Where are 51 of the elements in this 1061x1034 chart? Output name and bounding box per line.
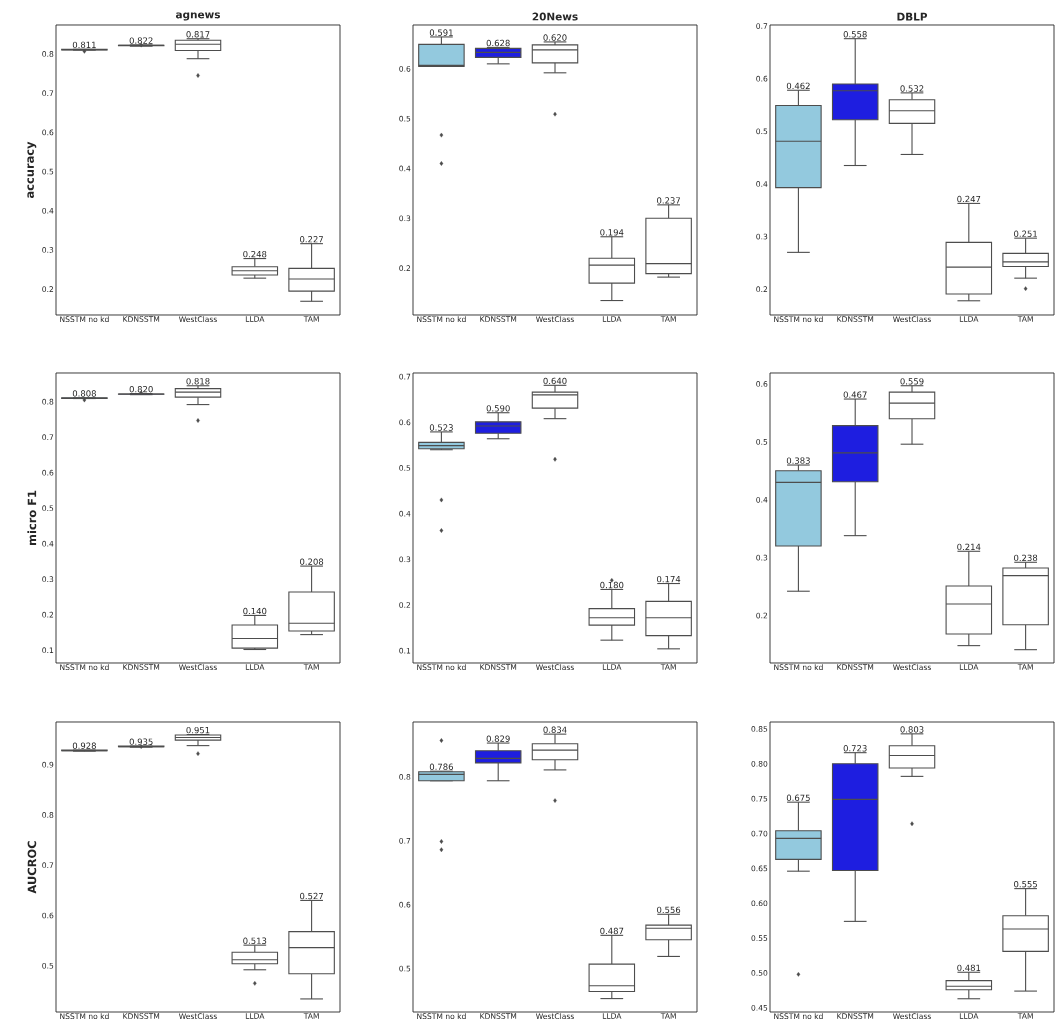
annotation: 0.481 bbox=[957, 964, 981, 972]
annotation: 0.723 bbox=[843, 745, 867, 752]
annotation: 0.811 bbox=[72, 41, 96, 49]
annotation: 0.180 bbox=[600, 581, 624, 589]
annotation: 0.817 bbox=[186, 31, 210, 38]
annotation: 0.237 bbox=[657, 197, 681, 204]
annotation: 0.558 bbox=[843, 31, 867, 38]
annotation: 0.556 bbox=[657, 906, 681, 914]
annotation: 0.140 bbox=[243, 607, 267, 615]
annotation: 0.555 bbox=[1014, 881, 1037, 888]
annotation: 0.248 bbox=[243, 250, 267, 258]
annotation: 0.786 bbox=[429, 763, 453, 770]
annotation: 0.803 bbox=[900, 726, 924, 733]
annotation: 0.532 bbox=[900, 85, 924, 92]
annotation: 0.818 bbox=[186, 378, 210, 385]
annotation: 0.174 bbox=[657, 575, 681, 583]
annotation: 0.194 bbox=[600, 229, 624, 236]
annotation: 0.238 bbox=[1014, 554, 1038, 562]
y-axis-title: accuracy bbox=[27, 141, 37, 199]
y-axis-title: AUCROC bbox=[27, 841, 37, 894]
annotation: 0.527 bbox=[300, 892, 323, 900]
annotation: 0.935 bbox=[129, 738, 153, 745]
annotation: 0.951 bbox=[186, 726, 210, 734]
annotation: 0.487 bbox=[600, 927, 624, 935]
annotation: 0.383 bbox=[786, 457, 810, 464]
annotation: 0.523 bbox=[429, 424, 453, 431]
annotation: 0.928 bbox=[72, 742, 96, 749]
chart-title: DBLP bbox=[897, 12, 928, 21]
annotation: 0.214 bbox=[957, 543, 981, 551]
annotation: 0.829 bbox=[486, 735, 510, 742]
annotation: 0.822 bbox=[129, 37, 153, 44]
annotation: 0.462 bbox=[786, 82, 810, 90]
annotation: 0.628 bbox=[486, 39, 510, 47]
annotation: 0.620 bbox=[543, 34, 567, 41]
chart-title: agnews bbox=[175, 12, 220, 21]
annotation: 0.640 bbox=[543, 377, 567, 385]
annotation: 0.834 bbox=[543, 726, 567, 733]
annotation: 0.247 bbox=[957, 195, 981, 203]
y-axis-title: micro F1 bbox=[27, 490, 37, 546]
annotation: 0.590 bbox=[486, 405, 510, 412]
chart-title: 20News bbox=[532, 12, 578, 21]
annotation: 0.251 bbox=[1014, 230, 1037, 237]
annotation: 0.591 bbox=[429, 29, 453, 36]
annotation: 0.467 bbox=[843, 391, 867, 398]
annotation: 0.675 bbox=[786, 794, 810, 801]
annotation: 0.513 bbox=[243, 937, 267, 944]
annotation: 0.808 bbox=[72, 390, 96, 397]
annotation: 0.559 bbox=[900, 378, 924, 385]
annotation: 0.227 bbox=[300, 236, 323, 243]
annotation: 0.820 bbox=[129, 385, 153, 393]
annotation: 0.208 bbox=[300, 558, 324, 565]
